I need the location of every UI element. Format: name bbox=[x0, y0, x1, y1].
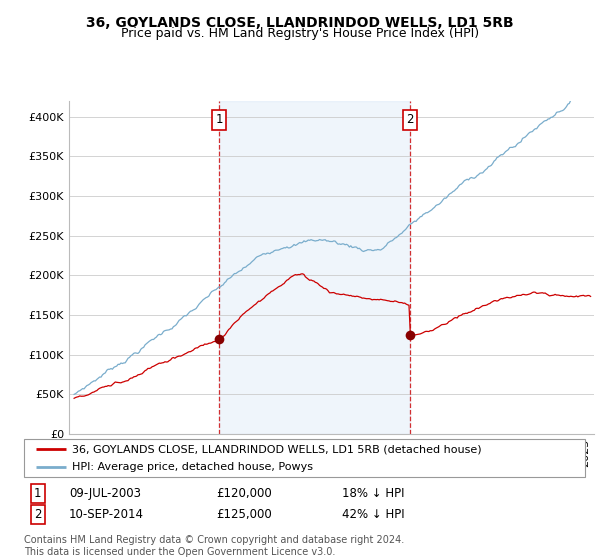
Text: 2: 2 bbox=[406, 113, 413, 127]
Text: 18% ↓ HPI: 18% ↓ HPI bbox=[342, 487, 404, 501]
Text: 42% ↓ HPI: 42% ↓ HPI bbox=[342, 507, 404, 521]
Text: 1: 1 bbox=[34, 487, 41, 501]
Text: Price paid vs. HM Land Registry's House Price Index (HPI): Price paid vs. HM Land Registry's House … bbox=[121, 27, 479, 40]
Text: 36, GOYLANDS CLOSE, LLANDRINDOD WELLS, LD1 5RB (detached house): 36, GOYLANDS CLOSE, LLANDRINDOD WELLS, L… bbox=[71, 444, 481, 454]
Text: 2: 2 bbox=[34, 507, 41, 521]
Text: Contains HM Land Registry data © Crown copyright and database right 2024.
This d: Contains HM Land Registry data © Crown c… bbox=[24, 535, 404, 557]
Text: £125,000: £125,000 bbox=[216, 507, 272, 521]
Bar bbox=[220, 101, 410, 434]
Text: 36, GOYLANDS CLOSE, LLANDRINDOD WELLS, LD1 5RB: 36, GOYLANDS CLOSE, LLANDRINDOD WELLS, L… bbox=[86, 16, 514, 30]
Text: 1: 1 bbox=[215, 113, 223, 127]
Text: 09-JUL-2003: 09-JUL-2003 bbox=[69, 487, 141, 501]
FancyBboxPatch shape bbox=[24, 439, 585, 477]
Text: £120,000: £120,000 bbox=[216, 487, 272, 501]
Text: 10-SEP-2014: 10-SEP-2014 bbox=[69, 507, 144, 521]
Text: HPI: Average price, detached house, Powys: HPI: Average price, detached house, Powy… bbox=[71, 462, 313, 472]
